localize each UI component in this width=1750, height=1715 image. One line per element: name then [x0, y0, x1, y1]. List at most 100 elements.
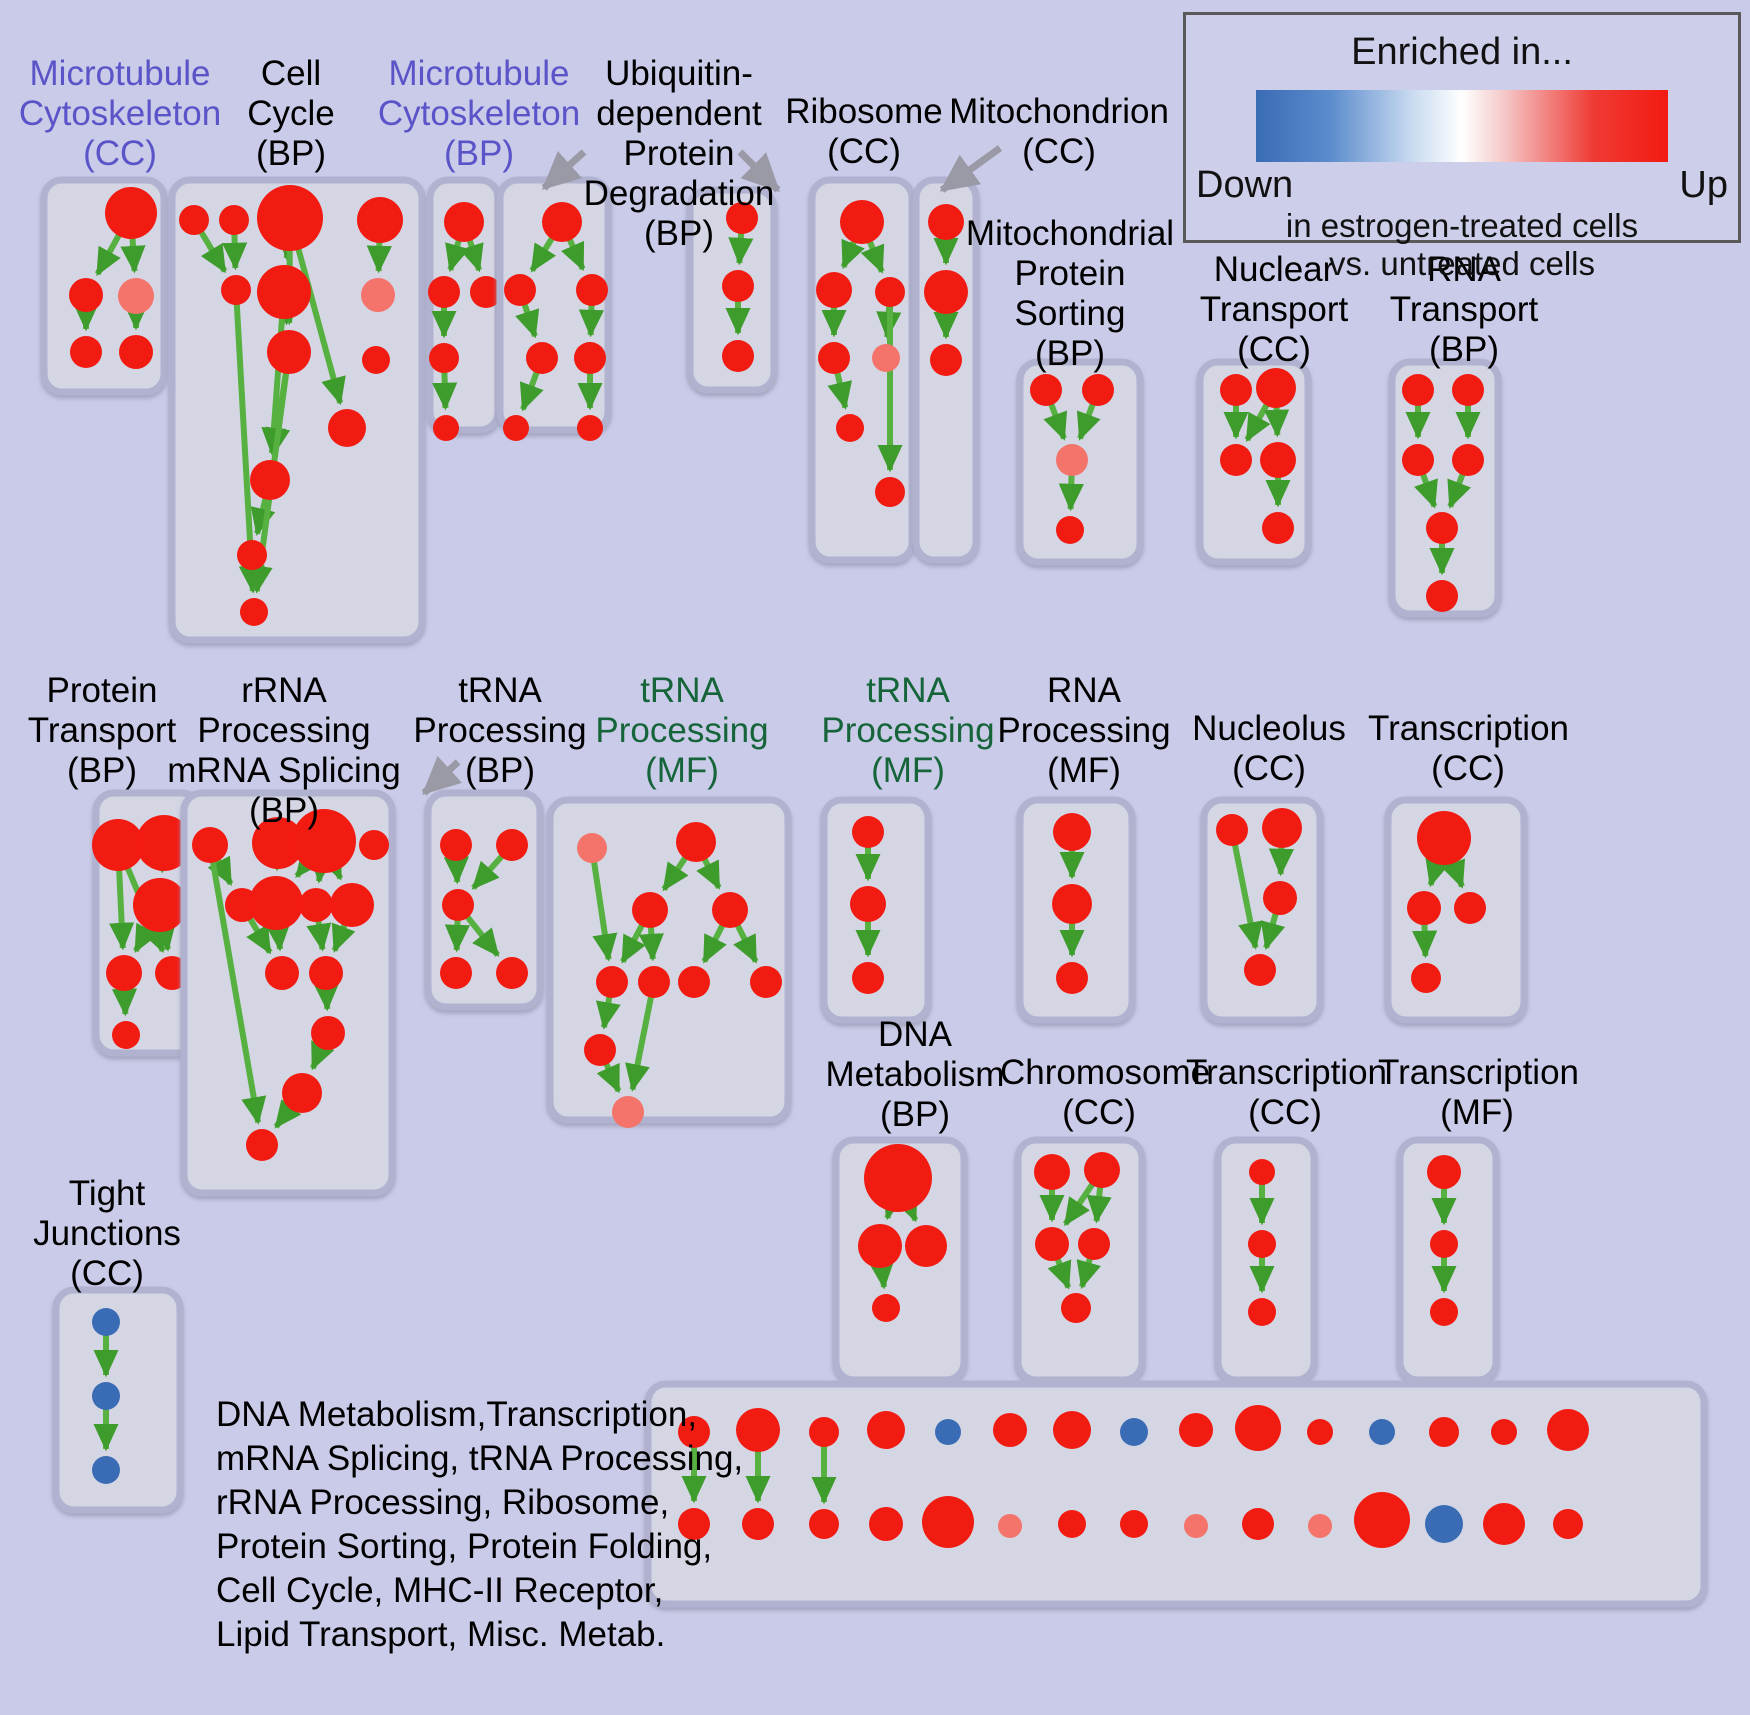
go-term-node[interactable]: [444, 202, 484, 242]
go-term-node[interactable]: [726, 202, 758, 234]
go-term-node[interactable]: [433, 415, 459, 441]
go-term-node[interactable]: [106, 955, 142, 991]
go-term-node[interactable]: [1084, 1152, 1120, 1188]
go-term-node[interactable]: [1053, 1411, 1091, 1449]
go-term-node[interactable]: [852, 816, 884, 848]
go-term-node[interactable]: [1411, 963, 1441, 993]
go-term-node[interactable]: [1034, 1154, 1070, 1190]
go-term-node[interactable]: [1402, 374, 1434, 406]
go-term-node[interactable]: [836, 414, 864, 442]
go-term-node[interactable]: [1426, 580, 1458, 612]
go-term-node[interactable]: [179, 205, 209, 235]
go-term-node[interactable]: [357, 197, 403, 243]
go-term-node[interactable]: [809, 1509, 839, 1539]
go-term-node[interactable]: [875, 477, 905, 507]
go-term-node[interactable]: [1248, 1298, 1276, 1326]
go-term-node[interactable]: [118, 278, 154, 314]
go-term-node[interactable]: [70, 336, 102, 368]
go-term-node[interactable]: [470, 276, 502, 308]
go-term-node[interactable]: [1035, 1227, 1069, 1261]
go-term-node[interactable]: [1056, 516, 1084, 544]
go-term-node[interactable]: [993, 1413, 1027, 1447]
go-term-node[interactable]: [722, 340, 754, 372]
go-term-node[interactable]: [1184, 1514, 1208, 1538]
go-term-node[interactable]: [816, 272, 852, 308]
go-term-node[interactable]: [1235, 1405, 1281, 1451]
go-term-node[interactable]: [1263, 881, 1297, 915]
go-term-node[interactable]: [1260, 442, 1296, 478]
go-term-node[interactable]: [924, 270, 968, 314]
go-term-node[interactable]: [292, 809, 356, 873]
go-term-node[interactable]: [867, 1411, 905, 1449]
go-term-node[interactable]: [1425, 1505, 1463, 1543]
go-term-node[interactable]: [869, 1507, 903, 1541]
go-term-node[interactable]: [1220, 374, 1252, 406]
go-term-node[interactable]: [930, 344, 962, 376]
go-term-node[interactable]: [872, 344, 900, 372]
go-term-node[interactable]: [328, 409, 366, 447]
go-term-node[interactable]: [905, 1225, 947, 1267]
go-term-node[interactable]: [1426, 512, 1458, 544]
go-term-node[interactable]: [1553, 1509, 1583, 1539]
go-term-node[interactable]: [92, 1308, 120, 1336]
go-term-node[interactable]: [192, 827, 228, 863]
go-term-node[interactable]: [1056, 444, 1088, 476]
go-term-node[interactable]: [998, 1514, 1022, 1538]
go-term-node[interactable]: [1402, 444, 1434, 476]
go-term-node[interactable]: [576, 274, 608, 306]
go-term-node[interactable]: [252, 817, 304, 869]
go-term-node[interactable]: [1056, 962, 1088, 994]
go-term-node[interactable]: [850, 886, 886, 922]
go-term-node[interactable]: [503, 415, 529, 441]
go-term-node[interactable]: [1262, 512, 1294, 544]
go-term-node[interactable]: [267, 330, 311, 374]
go-term-node[interactable]: [429, 343, 459, 373]
go-term-node[interactable]: [359, 830, 389, 860]
go-term-node[interactable]: [1417, 811, 1471, 865]
go-term-node[interactable]: [361, 278, 395, 312]
go-term-node[interactable]: [1078, 1228, 1110, 1260]
go-term-node[interactable]: [678, 966, 710, 998]
go-term-node[interactable]: [818, 342, 850, 374]
go-term-node[interactable]: [1179, 1413, 1213, 1447]
go-term-node[interactable]: [935, 1419, 961, 1445]
go-term-node[interactable]: [1547, 1409, 1589, 1451]
go-term-node[interactable]: [1483, 1503, 1525, 1545]
go-term-node[interactable]: [136, 815, 192, 871]
go-term-node[interactable]: [852, 962, 884, 994]
go-term-node[interactable]: [362, 346, 390, 374]
go-term-node[interactable]: [112, 1021, 140, 1049]
go-term-node[interactable]: [1053, 813, 1091, 851]
go-term-node[interactable]: [311, 1016, 345, 1050]
go-term-node[interactable]: [1244, 954, 1276, 986]
go-term-node[interactable]: [1120, 1418, 1148, 1446]
go-term-node[interactable]: [496, 829, 528, 861]
go-term-node[interactable]: [428, 276, 460, 308]
go-term-node[interactable]: [257, 185, 323, 251]
go-term-node[interactable]: [1452, 374, 1484, 406]
go-term-node[interactable]: [92, 1382, 120, 1410]
go-term-node[interactable]: [1307, 1419, 1333, 1445]
go-term-node[interactable]: [676, 822, 716, 862]
go-term-node[interactable]: [922, 1496, 974, 1548]
go-term-node[interactable]: [750, 966, 782, 998]
go-term-node[interactable]: [69, 278, 103, 312]
go-term-node[interactable]: [133, 878, 187, 932]
go-term-node[interactable]: [1052, 884, 1092, 924]
go-term-node[interactable]: [119, 335, 153, 369]
go-term-node[interactable]: [265, 956, 299, 990]
go-term-node[interactable]: [928, 204, 964, 240]
go-term-node[interactable]: [1454, 892, 1486, 924]
go-term-node[interactable]: [249, 876, 303, 930]
go-term-node[interactable]: [736, 1408, 780, 1452]
go-term-node[interactable]: [584, 1034, 616, 1066]
go-term-node[interactable]: [1262, 808, 1302, 848]
go-term-node[interactable]: [638, 966, 670, 998]
go-term-node[interactable]: [1354, 1492, 1410, 1548]
go-term-node[interactable]: [1407, 891, 1441, 925]
go-term-node[interactable]: [257, 265, 311, 319]
go-term-node[interactable]: [712, 892, 748, 928]
go-term-node[interactable]: [574, 342, 606, 374]
go-term-node[interactable]: [282, 1073, 322, 1113]
go-term-node[interactable]: [1242, 1508, 1274, 1540]
